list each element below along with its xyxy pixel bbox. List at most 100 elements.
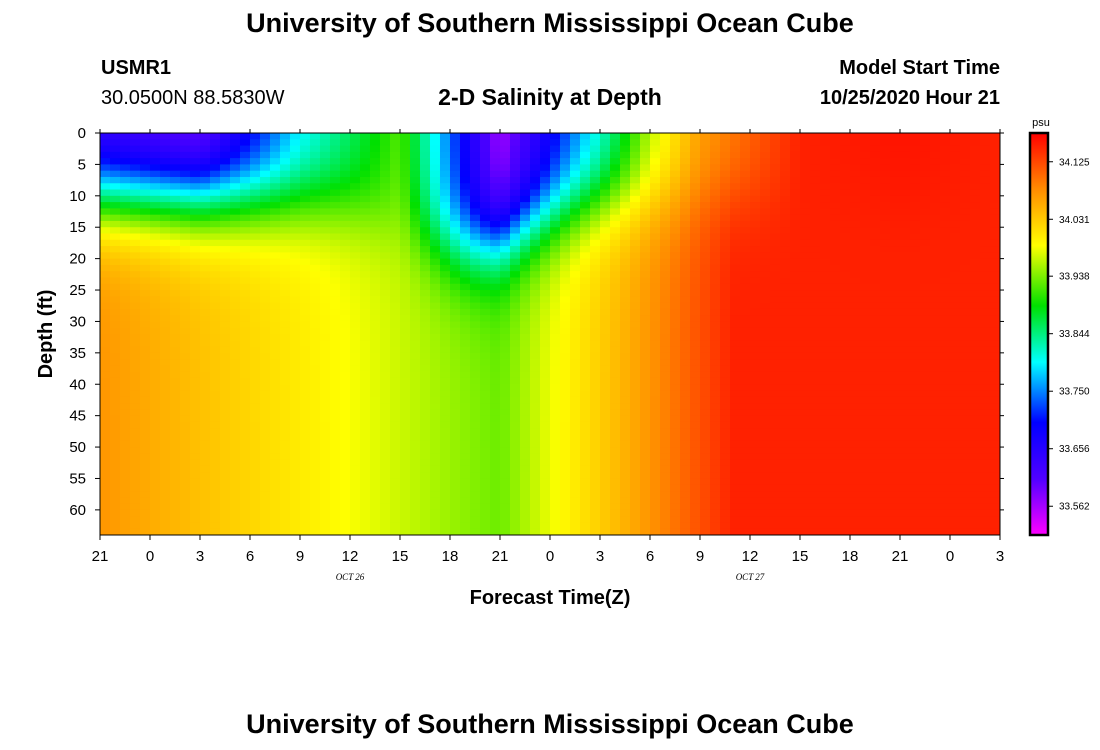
heatmap-cell: [850, 290, 861, 297]
heatmap-cell: [670, 296, 681, 304]
heatmap-cell: [450, 447, 461, 454]
heatmap-cell: [410, 428, 421, 436]
heatmap-cell: [500, 434, 511, 442]
heatmap-cell: [550, 396, 561, 404]
heatmap-cell: [690, 528, 701, 535]
heatmap-cell: [870, 403, 881, 410]
heatmap-cell: [100, 528, 111, 535]
heatmap-cell: [390, 352, 401, 360]
heatmap-cell: [350, 271, 361, 279]
heatmap-cell: [240, 390, 251, 398]
heatmap-cell: [860, 170, 871, 178]
heatmap-cell: [560, 434, 571, 442]
heatmap-cell: [520, 315, 531, 323]
heatmap-cell: [570, 308, 581, 316]
heatmap-cell: [300, 409, 311, 417]
heatmap-cell: [300, 365, 311, 373]
heatmap-cell: [170, 503, 181, 511]
heatmap-cell: [550, 202, 561, 209]
heatmap-cell: [300, 421, 311, 429]
heatmap-cell: [240, 290, 251, 297]
heatmap-cell: [290, 522, 301, 530]
heatmap-cell: [550, 447, 561, 454]
heatmap-cell: [820, 371, 831, 379]
heatmap-cell: [140, 440, 151, 448]
heatmap-cell: [160, 158, 171, 166]
heatmap-cell: [240, 170, 251, 178]
heatmap-cell: [170, 283, 181, 291]
heatmap-cell: [650, 491, 661, 498]
heatmap-cell: [210, 415, 221, 423]
heatmap-cell: [100, 321, 111, 329]
heatmap-cell: [710, 258, 721, 266]
heatmap-cell: [460, 277, 471, 285]
heatmap-cell: [560, 371, 571, 379]
heatmap-cell: [290, 428, 301, 436]
heatmap-cell: [110, 440, 121, 448]
heatmap-cell: [370, 403, 381, 410]
heatmap-cell: [320, 396, 331, 404]
heatmap-cell: [810, 484, 821, 492]
heatmap-cell: [870, 202, 881, 209]
heatmap-cell: [670, 365, 681, 373]
heatmap-cell: [260, 346, 271, 354]
heatmap-cell: [720, 390, 731, 398]
heatmap-cell: [380, 170, 391, 178]
heatmap-cell: [540, 220, 551, 228]
heatmap-cell: [820, 509, 831, 517]
heatmap-cell: [710, 176, 721, 184]
heatmap-cell: [240, 214, 251, 222]
heatmap-cell: [540, 164, 551, 172]
heatmap-cell: [560, 352, 571, 360]
heatmap-cell: [720, 365, 731, 373]
heatmap-cell: [560, 283, 571, 291]
heatmap-cell: [250, 176, 261, 184]
heatmap-cell: [300, 447, 311, 454]
heatmap-cell: [500, 365, 511, 373]
heatmap-cell: [180, 258, 191, 266]
heatmap-cell: [330, 459, 341, 467]
heatmap-cell: [360, 189, 371, 197]
heatmap-cell: [430, 214, 441, 222]
heatmap-cell: [380, 145, 391, 153]
heatmap-cell: [410, 503, 421, 511]
heatmap-cell: [520, 176, 531, 184]
heatmap-cell: [330, 428, 341, 436]
heatmap-cell: [140, 220, 151, 228]
heatmap-cell: [220, 202, 231, 209]
heatmap-cell: [230, 359, 241, 367]
heatmap-cell: [300, 384, 311, 392]
heatmap-cell: [650, 415, 661, 423]
heatmap-cell: [540, 302, 551, 310]
heatmap-cell: [720, 377, 731, 385]
heatmap-cell: [750, 239, 761, 247]
heatmap-cell: [180, 472, 191, 480]
heatmap-cell: [830, 434, 841, 442]
heatmap-cell: [620, 509, 631, 517]
heatmap-cell: [750, 214, 761, 222]
heatmap-cell: [680, 214, 691, 222]
heatmap-cell: [610, 340, 621, 348]
heatmap-cell: [820, 158, 831, 166]
heatmap-cell: [700, 415, 711, 423]
heatmap-cell: [370, 497, 381, 505]
heatmap-cell: [660, 246, 671, 253]
heatmap-cell: [580, 346, 591, 354]
heatmap-cell: [590, 359, 601, 367]
heatmap-cell: [870, 290, 881, 297]
heatmap-cell: [170, 139, 181, 147]
heatmap-cell: [100, 509, 111, 517]
heatmap-cell: [530, 396, 541, 404]
heatmap-cell: [590, 415, 601, 423]
heatmap-cell: [540, 371, 551, 379]
heatmap-cell: [420, 377, 431, 385]
heatmap-cell: [190, 390, 201, 398]
heatmap-cell: [810, 472, 821, 480]
heatmap-cell: [810, 220, 821, 228]
heatmap-cell: [820, 315, 831, 323]
heatmap-cell: [730, 158, 741, 166]
heatmap-cell: [570, 176, 581, 184]
heatmap-cell: [100, 516, 111, 524]
heatmap-cell: [680, 377, 691, 385]
heatmap-cell: [650, 522, 661, 530]
